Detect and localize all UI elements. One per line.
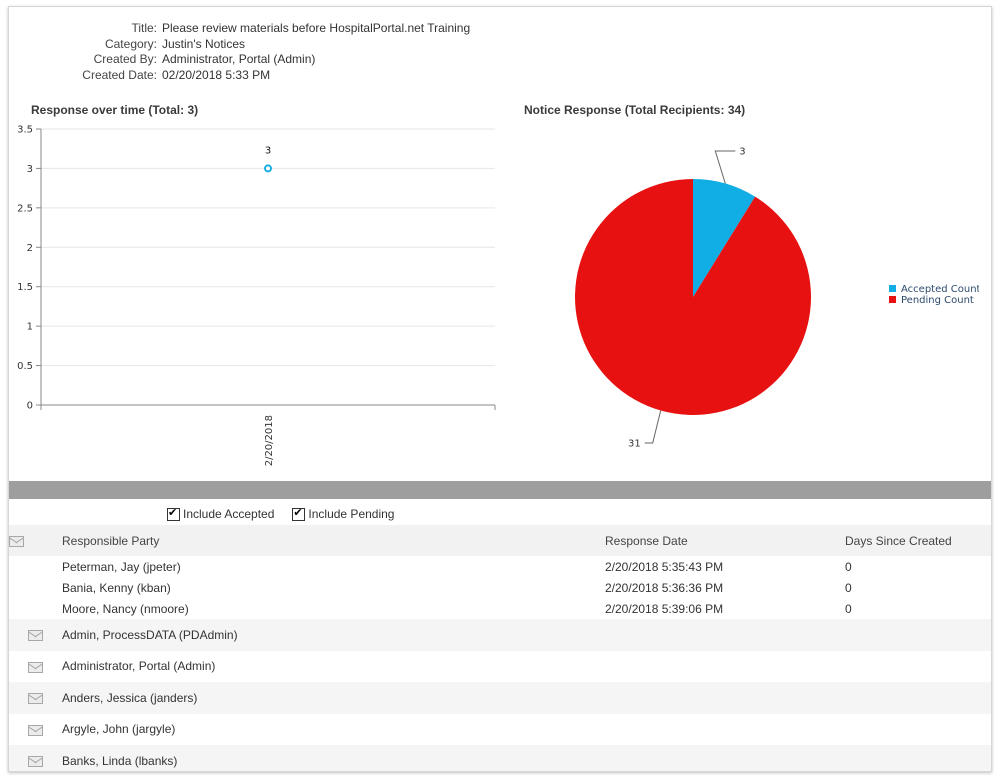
checkbox-checked-icon[interactable]: [167, 506, 180, 521]
header-notify-column[interactable]: [9, 525, 62, 556]
y-tick-label: 0.5: [17, 361, 33, 372]
pie-slice-pending: [575, 179, 811, 415]
responsible-party-cell: Moore, Nancy (nmoore): [62, 601, 189, 616]
data-point: [264, 164, 272, 173]
header-responsible-party[interactable]: Responsible Party: [62, 525, 605, 556]
legend-entry: Accepted Count: [901, 284, 979, 295]
notice-created-by: Administrator, Portal (Admin): [162, 52, 316, 66]
legend-swatch: [889, 285, 896, 292]
table-row: Banks, Linda (lbanks): [9, 745, 991, 771]
pie-slice-accepted: [693, 179, 756, 297]
slice-label: 3: [739, 147, 745, 158]
envelope-icon[interactable]: [28, 724, 43, 736]
responsible-party-cell: Banks, Linda (lbanks): [62, 745, 605, 771]
envelope-icon[interactable]: [28, 661, 43, 673]
y-tick-label: 3: [27, 164, 33, 175]
header-response-date[interactable]: Response Date: [605, 525, 845, 556]
notice-created-date: 02/20/2018 5:33 PM: [162, 67, 271, 82]
section-divider: [9, 481, 991, 499]
response-date-cell: 2/20/2018 5:39:06 PM: [605, 601, 724, 616]
table-row: Admin, ProcessDATA (PDAdmin): [9, 619, 991, 651]
envelope-icon[interactable]: [28, 693, 43, 705]
created-by-label: Created By:: [93, 52, 157, 66]
responsible-party-cell: Admin, ProcessDATA (PDAdmin): [62, 619, 605, 651]
pie-chart-title: Notice Response (Total Recipients: 34): [524, 103, 746, 117]
header-days-since-created[interactable]: Days Since Created: [845, 525, 991, 556]
slice-label: 31: [628, 439, 641, 450]
envelope-icon[interactable]: [9, 535, 24, 547]
table-row: Bania, Kenny (kban) 2/20/2018 5:36:36 PM…: [9, 577, 991, 598]
include-pending-checkbox[interactable]: Include Pending: [292, 506, 395, 521]
include-accepted-label: Include Accepted: [183, 507, 275, 521]
table-row: Moore, Nancy (nmoore) 2/20/2018 5:39:06 …: [9, 598, 991, 619]
y-tick-label: 2: [27, 243, 33, 254]
slice-leader-line: [644, 410, 662, 444]
y-tick-label: 2.5: [17, 203, 33, 214]
y-tick-label: 1: [27, 322, 33, 333]
days-since-created-cell: 0: [845, 580, 852, 595]
y-tick-label: 3.5: [17, 125, 33, 136]
response-over-time-chart: 0 0.5 1 1.5 2 2.5 3 3.5 2/20/2018 3: [17, 125, 496, 466]
envelope-icon[interactable]: [28, 630, 43, 642]
responsible-party-cell: Administrator, Portal (Admin): [62, 659, 216, 674]
responsible-party-cell: Peterman, Jay (jpeter): [62, 559, 181, 574]
table-row: Administrator, Portal (Admin): [9, 651, 991, 683]
checkbox-checked-icon[interactable]: [292, 506, 306, 521]
title-label: Title:: [131, 21, 157, 35]
table-row: Peterman, Jay (jpeter) 2/20/2018 5:35:43…: [9, 556, 991, 577]
envelope-icon[interactable]: [28, 756, 43, 768]
y-tick-label: 1.5: [17, 282, 33, 293]
notice-report: Title: Please review materials before Hos…: [8, 6, 992, 772]
include-pending-label: Include Pending: [308, 507, 395, 521]
x-tick-label: 2/20/2018: [264, 415, 275, 466]
include-accepted-checkbox[interactable]: Include Accepted: [167, 506, 275, 521]
legend-swatch: [889, 296, 896, 303]
notice-category: Justin's Notices: [162, 36, 245, 51]
table-header-row: Responsible Party Response Date Days Sin…: [9, 525, 991, 556]
category-label: Category:: [104, 36, 157, 51]
days-since-created-cell: 0: [845, 601, 852, 616]
notice-title: Please review materials before HospitalP…: [162, 21, 471, 35]
responsible-party-cell: Argyle, John (jargyle): [62, 722, 176, 737]
created-date-label: Created Date:: [82, 67, 157, 82]
response-date-cell: 2/20/2018 5:35:43 PM: [605, 559, 724, 574]
slice-leader-line: [714, 150, 736, 184]
days-since-created-cell: 0: [845, 559, 852, 574]
y-tick-label: 0: [27, 401, 33, 412]
responsible-party-cell: Bania, Kenny (kban): [62, 580, 171, 595]
table-row: Anders, Jessica (janders): [9, 682, 991, 714]
data-label: 3: [265, 145, 271, 156]
responses-table: Responsible Party Response Date Days Sin…: [9, 525, 991, 771]
response-date-cell: 2/20/2018 5:36:36 PM: [605, 580, 724, 595]
response-filters: Include Accepted Include Pending: [167, 506, 395, 521]
table-row: Argyle, John (jargyle): [9, 714, 991, 746]
notice-details: Title: Please review materials before Hos…: [9, 21, 470, 83]
line-chart-title: Response over time (Total: 3): [31, 103, 199, 117]
legend-entry: Pending Count: [901, 295, 974, 306]
responsible-party-cell: Anders, Jessica (janders): [62, 682, 605, 714]
